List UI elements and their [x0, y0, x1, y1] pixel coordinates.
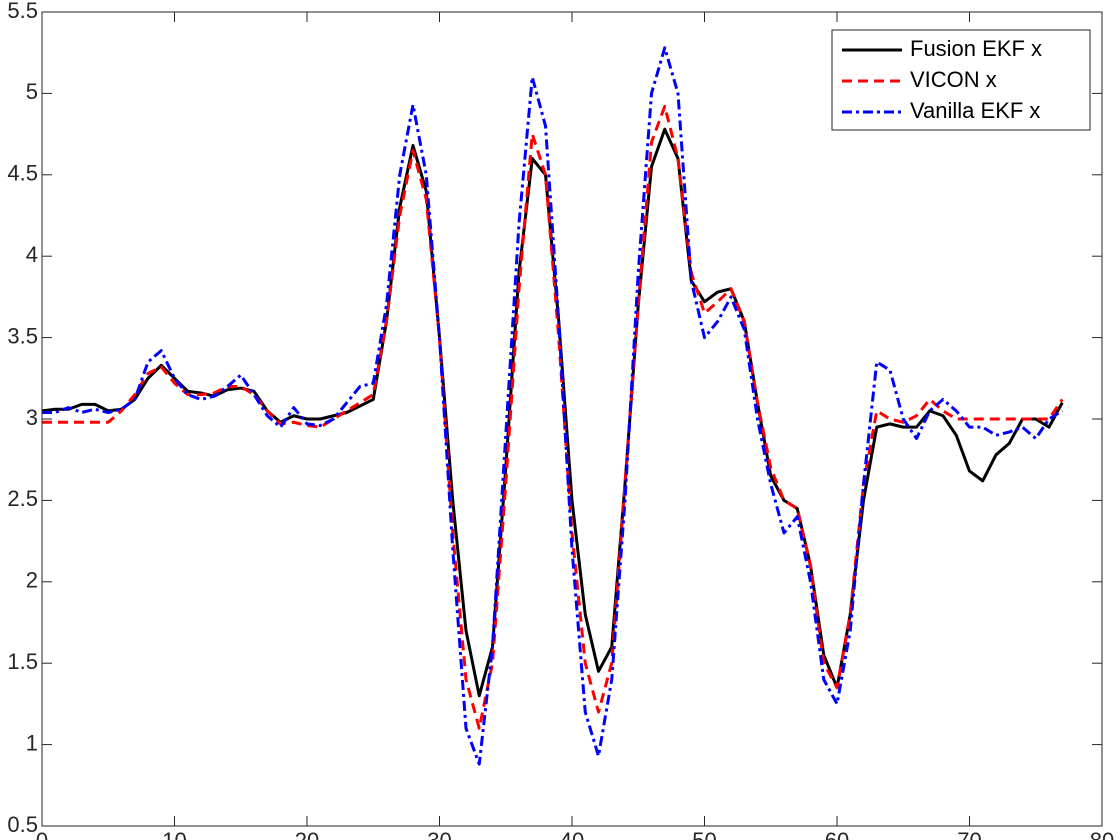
plot-area: [42, 12, 1102, 826]
x-tick-label: 40: [560, 828, 584, 840]
y-tick-label: 2.5: [7, 486, 38, 511]
y-tick-label: 3: [26, 405, 38, 430]
series-line: [42, 46, 1064, 766]
x-tick-label: 20: [295, 828, 319, 840]
y-tick-label: 3.5: [7, 323, 38, 348]
legend-label: VICON x: [910, 67, 997, 92]
y-tick-label: 0.5: [7, 812, 38, 837]
y-tick-label: 2: [26, 568, 38, 593]
legend-label: Vanilla EKF x: [910, 98, 1040, 123]
legend-label: Fusion EKF x: [910, 36, 1042, 61]
y-tick-label: 4: [26, 242, 38, 267]
x-tick-label: 50: [692, 828, 716, 840]
y-tick-label: 5: [26, 79, 38, 104]
x-tick-label: 60: [825, 828, 849, 840]
x-tick-label: 0: [36, 828, 48, 840]
x-tick-label: 70: [957, 828, 981, 840]
x-tick-label: 80: [1090, 828, 1114, 840]
x-tick-label: 10: [162, 828, 186, 840]
y-tick-label: 1.5: [7, 649, 38, 674]
y-tick-label: 5.5: [7, 0, 38, 23]
axes-box: [41, 11, 1103, 827]
x-tick-label: 30: [427, 828, 451, 840]
y-tick-label: 4.5: [7, 161, 38, 186]
y-tick-label: 1: [26, 730, 38, 755]
